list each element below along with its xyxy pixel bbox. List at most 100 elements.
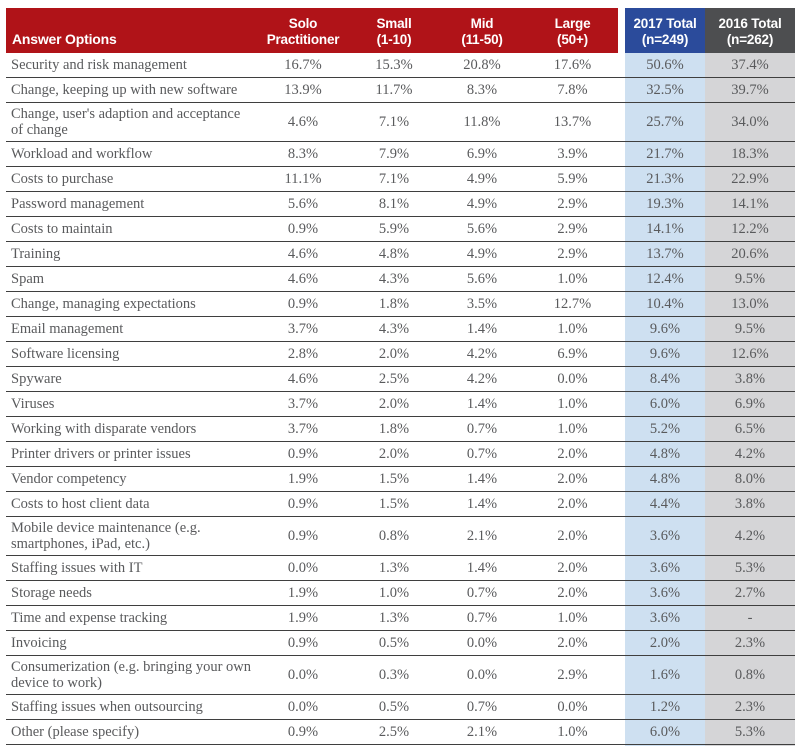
cell-value: 4.2% (466, 370, 498, 387)
cell-value: 2.3% (705, 695, 795, 719)
table-body: Security and risk management 16.7% 15.3% 20… (6, 53, 795, 745)
column-gap (618, 581, 625, 605)
cell-value: 0.5% (378, 698, 410, 715)
table-row: Costs to maintain 0.9% 5.9% 5.6% 2.9% 14.1% 12… (6, 217, 795, 242)
row-label: Email management (11, 321, 124, 337)
column-gap (618, 442, 625, 466)
cell-value: 2.9% (557, 245, 588, 262)
cell-value: 0.9% (287, 220, 319, 237)
cell-value: 7.1% (378, 170, 410, 187)
cell-value: 1.6% (625, 656, 705, 694)
cell-value: 0.0% (466, 634, 498, 651)
cell-value: 12.4% (625, 267, 705, 291)
cell-value: 3.6% (625, 517, 705, 555)
cell-value: 5.6% (466, 220, 498, 237)
table-row: Email management 3.7% 4.3% 1.4% 1.0% 9.6% 9.5% (6, 317, 795, 342)
row-label: Change, keeping up with new software (11, 82, 238, 98)
table-row: Viruses 3.7% 2.0% 1.4% 1.0% 6.0% 6.9% (6, 392, 795, 417)
cell-value: 0.0% (287, 559, 319, 576)
cell-value: 4.9% (466, 170, 498, 187)
cell-value: 11.8% (463, 113, 501, 130)
cell-value: 6.9% (557, 345, 588, 362)
row-label: Change, managing expectations (11, 296, 196, 312)
cell-value: 2.9% (557, 195, 588, 212)
cell-value: 34.0% (705, 103, 795, 141)
cell-value: 0.7% (466, 698, 498, 715)
cell-value: 0.7% (466, 609, 498, 626)
cell-value: 37.4% (705, 53, 795, 77)
cell-value: 25.7% (625, 103, 705, 141)
table-row: Spam 4.6% 4.3% 5.6% 1.0% 12.4% 9.5% (6, 267, 795, 292)
header-2016-line2: (n=262) (726, 32, 774, 48)
cell-value: 3.9% (557, 145, 588, 162)
column-gap (618, 242, 625, 266)
column-gap (618, 142, 625, 166)
row-label: Consumerization (e.g. bringing your own … (11, 659, 252, 691)
header-solo-line1: Solo (288, 16, 318, 32)
column-gap (618, 192, 625, 216)
cell-value: 2.0% (378, 395, 410, 412)
cell-value: 1.0% (557, 320, 588, 337)
cell-value: 8.1% (378, 195, 410, 212)
cell-value: 5.6% (466, 270, 498, 287)
cell-value: 4.6% (287, 113, 319, 130)
table-row: Working with disparate vendors 3.7% 1.8% 0.… (6, 417, 795, 442)
cell-value: 12.2% (705, 217, 795, 241)
cell-value: 1.4% (466, 320, 498, 337)
table-row: Change, user's adaption and acceptance o… (6, 103, 795, 142)
header-answer-options: Answer Options (6, 8, 255, 53)
header-small: Small (1-10) (351, 8, 437, 53)
cell-value: 3.6% (625, 581, 705, 605)
column-gap (618, 517, 625, 555)
cell-value: 7.8% (557, 81, 588, 98)
table-header: Answer Options Solo Practitioner Small (… (6, 8, 795, 53)
column-gap (618, 317, 625, 341)
cell-value: 1.0% (557, 723, 588, 740)
table-row: Software licensing 2.8% 2.0% 4.2% 6.9% 9.6% 12… (6, 342, 795, 367)
cell-value: 8.3% (287, 145, 319, 162)
cell-value: 13.7% (553, 113, 592, 130)
row-label: Staffing issues with IT (11, 560, 143, 576)
cell-value: 13.7% (625, 242, 705, 266)
cell-value: 7.9% (378, 145, 410, 162)
row-label: Spam (11, 271, 45, 287)
cell-value: 4.6% (287, 370, 319, 387)
column-gap (618, 342, 625, 366)
column-gap (618, 392, 625, 416)
cell-value: 0.0% (557, 370, 588, 387)
cell-value: 9.6% (625, 317, 705, 341)
column-gap (618, 492, 625, 516)
cell-value: 5.6% (287, 195, 319, 212)
cell-value: 2.8% (287, 345, 319, 362)
cell-value: 2.0% (557, 527, 588, 544)
cell-value: 6.9% (705, 392, 795, 416)
row-label: Viruses (11, 396, 55, 412)
column-gap (618, 367, 625, 391)
cell-value: 0.9% (287, 445, 319, 462)
cell-value: 0.0% (287, 698, 319, 715)
header-column-gap (618, 8, 625, 53)
cell-value: 1.4% (466, 495, 498, 512)
header-large-line2: (50+) (557, 32, 588, 48)
cell-value: 2.0% (378, 345, 410, 362)
cell-value: 4.8% (625, 442, 705, 466)
header-mid-line1: Mid (470, 16, 494, 32)
table-row: Costs to host client data 0.9% 1.5% 1.4% 2.0… (6, 492, 795, 517)
cell-value: 8.4% (625, 367, 705, 391)
cell-value: 50.6% (625, 53, 705, 77)
cell-value: 0.5% (378, 634, 410, 651)
cell-value: 1.8% (378, 295, 410, 312)
cell-value: 14.1% (705, 192, 795, 216)
cell-value: 3.5% (466, 295, 498, 312)
cell-value: 1.8% (378, 420, 410, 437)
cell-value: 8.0% (705, 467, 795, 491)
cell-value: 9.5% (705, 317, 795, 341)
cell-value: 22.9% (705, 167, 795, 191)
header-2016-total: 2016 Total (n=262) (705, 8, 795, 53)
table-row: Time and expense tracking 1.9% 1.3% 0.7% 1.0… (6, 606, 795, 631)
cell-value: 0.8% (705, 656, 795, 694)
row-label: Other (please specify) (11, 724, 140, 740)
cell-value: 4.2% (466, 345, 498, 362)
cell-value: 0.0% (287, 666, 319, 683)
row-label: Costs to host client data (11, 496, 150, 512)
